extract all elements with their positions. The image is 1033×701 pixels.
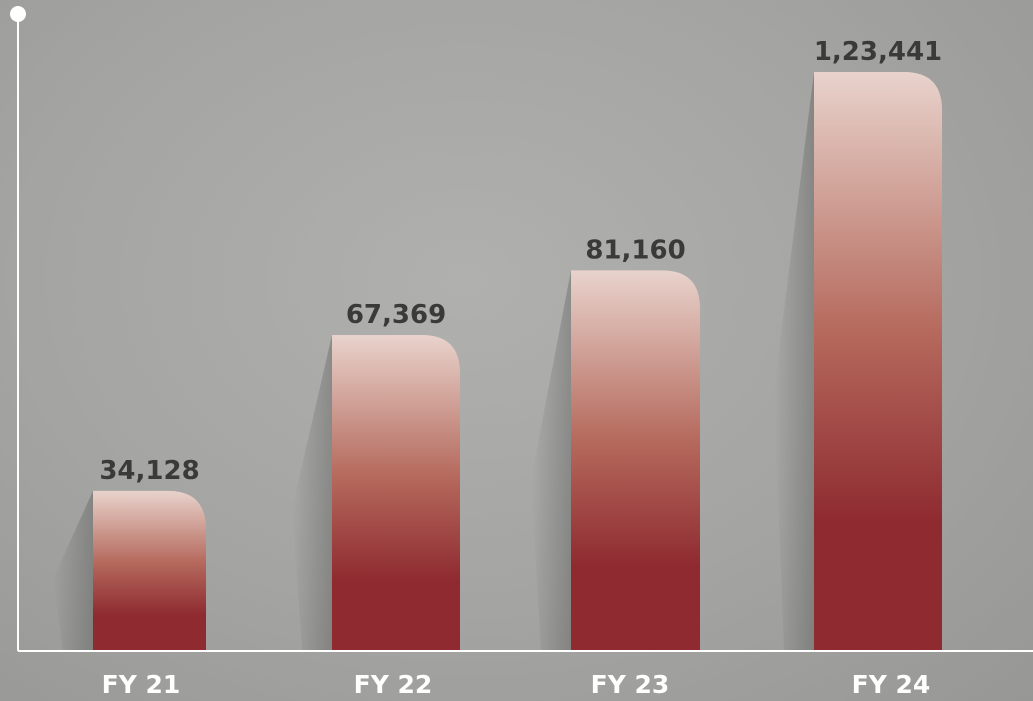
bar-shadows (53, 72, 814, 651)
bar-fy-21 (93, 490, 206, 651)
x-tick-label: FY 21 (102, 670, 181, 699)
bar-shadow (774, 72, 814, 651)
bar-shadow (531, 270, 571, 651)
y-axis-end-dot (10, 6, 26, 22)
bar-fy-23 (571, 270, 700, 651)
bar-shadow (53, 490, 93, 651)
bar-shadow (292, 335, 332, 651)
x-tick-label: FY 23 (591, 670, 670, 699)
x-tick-label: FY 22 (354, 670, 433, 699)
value-label: 34,128 (99, 456, 199, 486)
x-tick-labels: FY 21 FY 22 FY 23 FY 24 (102, 670, 931, 699)
x-tick-label: FY 24 (852, 670, 931, 699)
value-label: 67,369 (346, 300, 446, 330)
bar-fy-24 (814, 72, 942, 651)
axes (10, 6, 1033, 652)
value-label: 81,160 (585, 235, 685, 265)
bars (93, 72, 942, 651)
bar-fy-22 (332, 335, 460, 651)
value-label: 1,23,441 (814, 37, 942, 67)
value-labels: 34,128 67,369 81,160 1,23,441 (99, 37, 942, 486)
